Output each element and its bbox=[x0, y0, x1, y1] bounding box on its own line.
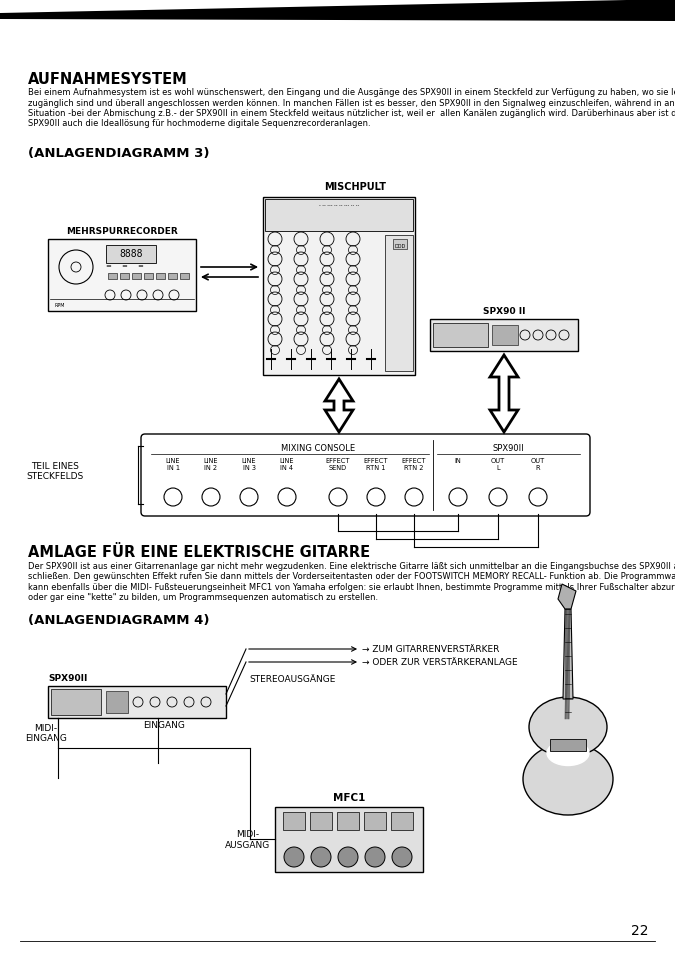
Text: Situation -bei der Abmischung z.B.- der SPX90II in einem Steckfeld weitaus nützl: Situation -bei der Abmischung z.B.- der … bbox=[28, 109, 675, 118]
FancyBboxPatch shape bbox=[144, 274, 153, 280]
Text: =: = bbox=[105, 263, 111, 269]
FancyBboxPatch shape bbox=[106, 246, 156, 264]
Text: STEREOAUSGÄNGE: STEREOAUSGÄNGE bbox=[249, 675, 335, 683]
Polygon shape bbox=[0, 0, 675, 22]
Text: schließen. Den gewünschten Effekt rufen Sie dann mittels der Vorderseitentasten : schließen. Den gewünschten Effekt rufen … bbox=[28, 572, 675, 581]
Text: EFFECT
RTN 1: EFFECT RTN 1 bbox=[364, 457, 388, 471]
Text: RPM: RPM bbox=[54, 303, 65, 308]
Text: MISCHPULT: MISCHPULT bbox=[324, 182, 386, 192]
FancyBboxPatch shape bbox=[430, 319, 578, 352]
Ellipse shape bbox=[529, 698, 607, 758]
Text: LINE
IN 4: LINE IN 4 bbox=[279, 457, 294, 471]
FancyBboxPatch shape bbox=[265, 200, 413, 232]
Text: oder gar eine "kette" zu bilden, um Programmsequenzen automatisch zu erstellen.: oder gar eine "kette" zu bilden, um Prog… bbox=[28, 593, 378, 602]
Text: LINE
IN 1: LINE IN 1 bbox=[166, 457, 180, 471]
FancyBboxPatch shape bbox=[156, 274, 165, 280]
Text: → ODER ZUR VERSTÄRKERANLAGE: → ODER ZUR VERSTÄRKERANLAGE bbox=[362, 658, 518, 667]
Ellipse shape bbox=[547, 740, 589, 765]
FancyBboxPatch shape bbox=[51, 689, 101, 716]
FancyBboxPatch shape bbox=[108, 274, 117, 280]
Text: AUFNAHMESYSTEM: AUFNAHMESYSTEM bbox=[28, 71, 188, 87]
Text: Bei einem Aufnahmesystem ist es wohl wünschenswert, den Eingang und die Ausgänge: Bei einem Aufnahmesystem ist es wohl wün… bbox=[28, 88, 675, 97]
Circle shape bbox=[284, 847, 304, 867]
Text: 22: 22 bbox=[630, 923, 648, 937]
FancyBboxPatch shape bbox=[364, 812, 386, 830]
FancyBboxPatch shape bbox=[391, 812, 413, 830]
Text: → ZUM GITARRENVERSTÄRKER: → ZUM GITARRENVERSTÄRKER bbox=[362, 645, 500, 654]
Circle shape bbox=[365, 847, 385, 867]
FancyBboxPatch shape bbox=[337, 812, 359, 830]
FancyBboxPatch shape bbox=[492, 326, 518, 346]
FancyBboxPatch shape bbox=[550, 740, 586, 751]
Text: - -- --- -- -- --- -- --: - -- --- -- -- --- -- -- bbox=[319, 203, 359, 208]
Text: MIDI-
EINGANG: MIDI- EINGANG bbox=[25, 723, 67, 742]
Text: 8888: 8888 bbox=[119, 249, 142, 258]
FancyBboxPatch shape bbox=[48, 686, 226, 719]
Text: kann ebenfalls über die MIDI- Fußsteuerungseinheit MFC1 von Yamaha erfolgen: sie: kann ebenfalls über die MIDI- Fußsteueru… bbox=[28, 582, 675, 592]
Text: SPX90II: SPX90II bbox=[492, 443, 524, 453]
Text: (ANLAGENDIAGRAMM 4): (ANLAGENDIAGRAMM 4) bbox=[28, 614, 209, 626]
FancyBboxPatch shape bbox=[275, 807, 423, 872]
FancyBboxPatch shape bbox=[180, 274, 189, 280]
Polygon shape bbox=[325, 379, 353, 433]
Circle shape bbox=[311, 847, 331, 867]
Text: =: = bbox=[121, 263, 127, 269]
Circle shape bbox=[338, 847, 358, 867]
Text: =: = bbox=[137, 263, 143, 269]
Text: AMLAGE FÜR EINE ELEKTRISCHE GITARRE: AMLAGE FÜR EINE ELEKTRISCHE GITARRE bbox=[28, 544, 370, 559]
FancyBboxPatch shape bbox=[120, 274, 129, 280]
Text: IN: IN bbox=[455, 457, 462, 463]
FancyBboxPatch shape bbox=[393, 240, 407, 250]
Text: (ANLAGENDIAGRAMM 3): (ANLAGENDIAGRAMM 3) bbox=[28, 147, 209, 160]
Text: MEHRSPURRECORDER: MEHRSPURRECORDER bbox=[66, 227, 178, 235]
FancyBboxPatch shape bbox=[263, 198, 415, 375]
FancyBboxPatch shape bbox=[168, 274, 177, 280]
FancyBboxPatch shape bbox=[310, 812, 332, 830]
Text: SPX90II auch die Ideallösung für hochmoderne digitale Sequenzrecorderanlagen.: SPX90II auch die Ideallösung für hochmod… bbox=[28, 119, 371, 129]
Text: MIXING CONSOLE: MIXING CONSOLE bbox=[281, 443, 355, 453]
Text: LINE
IN 2: LINE IN 2 bbox=[204, 457, 218, 471]
Text: EINGANG: EINGANG bbox=[143, 720, 185, 729]
Text: OUT
L: OUT L bbox=[491, 457, 505, 471]
Ellipse shape bbox=[523, 743, 613, 815]
FancyBboxPatch shape bbox=[385, 235, 413, 372]
Circle shape bbox=[392, 847, 412, 867]
Text: SPX90II: SPX90II bbox=[48, 673, 87, 682]
Text: EFFECT
SEND: EFFECT SEND bbox=[326, 457, 350, 471]
Text: zugänglich sind und überall angeschlossen werden können. In manchen Fällen ist e: zugänglich sind und überall angeschlosse… bbox=[28, 98, 675, 108]
Polygon shape bbox=[490, 355, 518, 433]
FancyBboxPatch shape bbox=[48, 240, 196, 312]
Text: LINE
IN 3: LINE IN 3 bbox=[242, 457, 256, 471]
Text: TEIL EINES
STECKFELDS: TEIL EINES STECKFELDS bbox=[26, 461, 84, 481]
FancyBboxPatch shape bbox=[433, 324, 488, 348]
Text: SPX90 II: SPX90 II bbox=[483, 307, 525, 315]
Text: DDD: DDD bbox=[394, 243, 406, 248]
Text: MFC1: MFC1 bbox=[333, 792, 365, 802]
Text: Der SPX90II ist aus einer Gitarrenanlage gar nicht mehr wegzudenken. Eine elektr: Der SPX90II ist aus einer Gitarrenanlage… bbox=[28, 561, 675, 571]
FancyBboxPatch shape bbox=[283, 812, 305, 830]
Text: MIDI-
AUSGANG: MIDI- AUSGANG bbox=[225, 829, 270, 849]
Text: OUT
R: OUT R bbox=[531, 457, 545, 471]
Text: EFFECT
RTN 2: EFFECT RTN 2 bbox=[402, 457, 426, 471]
FancyBboxPatch shape bbox=[132, 274, 141, 280]
FancyBboxPatch shape bbox=[106, 691, 128, 713]
Polygon shape bbox=[563, 609, 573, 700]
Polygon shape bbox=[558, 584, 576, 609]
FancyBboxPatch shape bbox=[141, 435, 590, 517]
